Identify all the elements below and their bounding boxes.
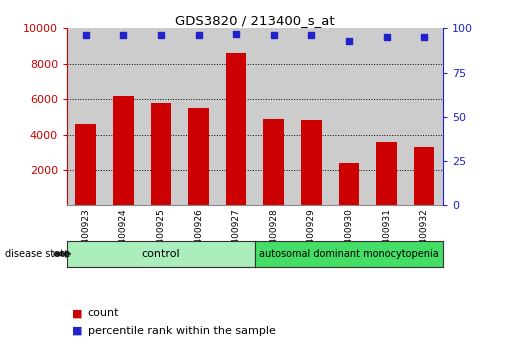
Title: GDS3820 / 213400_s_at: GDS3820 / 213400_s_at [175,14,335,27]
Bar [405,28,443,205]
Bar [105,28,142,205]
Bar [217,28,255,205]
Bar [414,147,435,205]
Point [232,31,240,36]
Text: percentile rank within the sample: percentile rank within the sample [88,326,276,336]
Text: ■: ■ [72,326,82,336]
Text: disease state: disease state [5,249,70,259]
Text: autosomal dominant monocytopenia: autosomal dominant monocytopenia [259,249,439,259]
Bar [142,28,180,205]
Bar [338,163,359,205]
Point [269,33,278,38]
Bar [75,124,96,205]
Bar [368,28,405,205]
Bar [180,28,217,205]
Bar [293,28,330,205]
Point [119,33,128,38]
Bar [113,97,134,205]
Point [81,33,90,38]
Point [382,34,390,40]
Point [157,33,165,38]
Bar [263,120,284,205]
Point [420,34,428,40]
Bar [376,142,397,205]
Bar [226,53,247,205]
Bar [188,108,209,205]
Bar [255,28,293,205]
Bar [330,28,368,205]
Point [307,33,315,38]
Text: ■: ■ [72,308,82,318]
Text: control: control [142,249,180,259]
Point [345,38,353,44]
Point [195,33,203,38]
Bar [67,28,105,205]
Bar [150,103,171,205]
Bar [301,120,322,205]
Text: count: count [88,308,119,318]
